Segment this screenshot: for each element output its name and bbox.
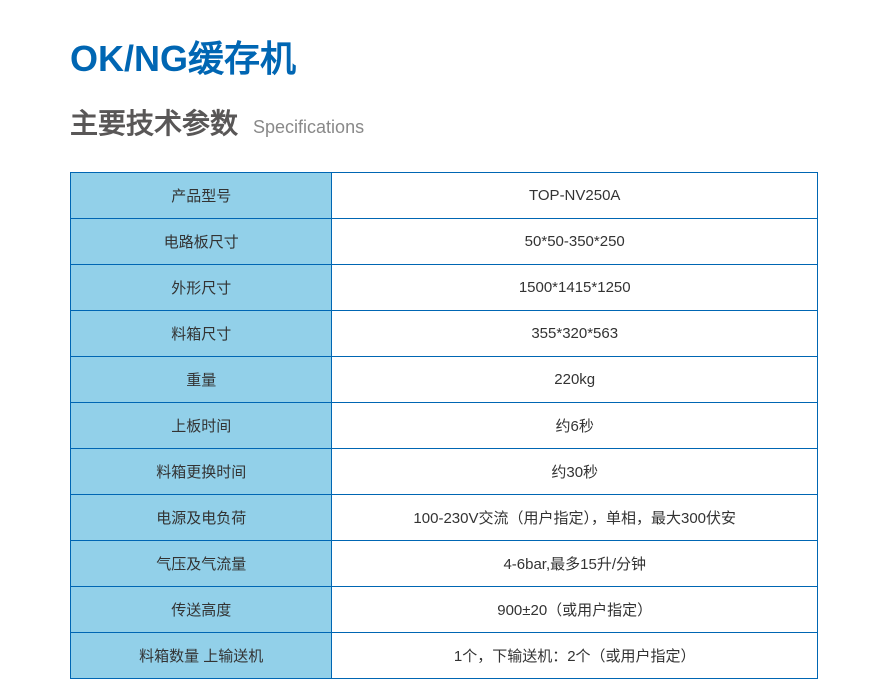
spec-label: 传送高度 <box>71 587 332 633</box>
table-row: 传送高度900±20（或用户指定） <box>71 587 818 633</box>
table-row: 气压及气流量4-6bar,最多15升/分钟 <box>71 541 818 587</box>
spec-value: 1个，下输送机：2个（或用户指定） <box>332 633 818 679</box>
table-row: 料箱尺寸355*320*563 <box>71 311 818 357</box>
table-row: 电路板尺寸50*50-350*250 <box>71 219 818 265</box>
spec-value: 900±20（或用户指定） <box>332 587 818 633</box>
table-row: 上板时间约6秒 <box>71 403 818 449</box>
table-row: 产品型号TOP-NV250A <box>71 173 818 219</box>
table-row: 电源及电负荷100-230V交流（用户指定），单相，最大300伏安 <box>71 495 818 541</box>
spec-table: 产品型号TOP-NV250A电路板尺寸50*50-350*250外形尺寸1500… <box>70 172 818 679</box>
spec-label: 电源及电负荷 <box>71 495 332 541</box>
spec-value: 约6秒 <box>332 403 818 449</box>
spec-label: 料箱数量 上输送机 <box>71 633 332 679</box>
subtitle-row: 主要技术参数 Specifications <box>70 102 818 142</box>
spec-value: TOP-NV250A <box>332 173 818 219</box>
table-row: 料箱更换时间约30秒 <box>71 449 818 495</box>
table-row: 重量220kg <box>71 357 818 403</box>
spec-table-body: 产品型号TOP-NV250A电路板尺寸50*50-350*250外形尺寸1500… <box>71 173 818 679</box>
spec-value: 100-230V交流（用户指定），单相，最大300伏安 <box>332 495 818 541</box>
spec-label: 外形尺寸 <box>71 265 332 311</box>
spec-label: 上板时间 <box>71 403 332 449</box>
spec-label: 料箱更换时间 <box>71 449 332 495</box>
spec-label: 电路板尺寸 <box>71 219 332 265</box>
spec-value: 4-6bar,最多15升/分钟 <box>332 541 818 587</box>
spec-label: 气压及气流量 <box>71 541 332 587</box>
table-row: 外形尺寸1500*1415*1250 <box>71 265 818 311</box>
table-row: 料箱数量 上输送机1个，下输送机：2个（或用户指定） <box>71 633 818 679</box>
spec-label: 料箱尺寸 <box>71 311 332 357</box>
spec-value: 约30秒 <box>332 449 818 495</box>
spec-value: 50*50-350*250 <box>332 219 818 265</box>
subtitle-zh: 主要技术参数 <box>70 102 238 142</box>
subtitle-en: Specifications <box>253 117 364 138</box>
spec-value: 355*320*563 <box>332 311 818 357</box>
spec-value: 1500*1415*1250 <box>332 265 818 311</box>
spec-label: 重量 <box>71 357 332 403</box>
page-title: OK/NG缓存机 <box>70 30 818 82</box>
spec-value: 220kg <box>332 357 818 403</box>
spec-label: 产品型号 <box>71 173 332 219</box>
